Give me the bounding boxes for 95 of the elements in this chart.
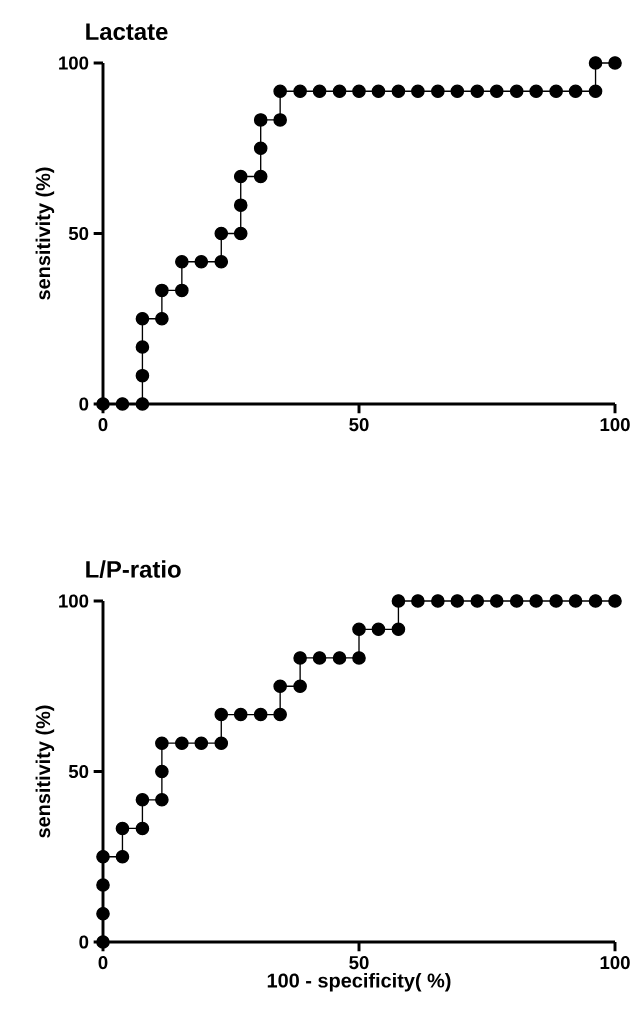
point <box>332 84 347 99</box>
x-tick-label: 0 <box>98 418 108 432</box>
point <box>549 84 563 99</box>
point <box>115 849 130 864</box>
point <box>135 792 150 807</box>
point <box>470 594 485 608</box>
y-tick-label: 0 <box>79 935 89 949</box>
point <box>155 283 169 298</box>
point <box>470 84 485 99</box>
point <box>489 594 504 608</box>
x-tick-label: 100 <box>600 956 630 970</box>
y-axis-title: sensitivity (%) <box>35 705 55 838</box>
point <box>194 254 209 269</box>
x-tick-label: 50 <box>349 956 369 970</box>
x-tick-label: 100 <box>600 418 630 432</box>
point <box>253 707 268 722</box>
y-axis-title: sensitivity (%) <box>35 167 55 300</box>
point <box>568 84 583 99</box>
point <box>588 56 603 70</box>
point <box>371 84 386 99</box>
point <box>273 707 287 722</box>
point <box>115 397 130 411</box>
y-tick-label: 100 <box>59 56 89 70</box>
point <box>450 84 465 99</box>
point <box>293 84 307 99</box>
y-tick-label: 50 <box>68 226 89 241</box>
point <box>450 594 465 608</box>
point <box>233 226 248 241</box>
point <box>175 254 189 269</box>
point <box>509 84 524 99</box>
point <box>135 311 150 326</box>
point <box>332 651 347 665</box>
point <box>608 56 622 70</box>
point <box>568 594 583 608</box>
point <box>175 736 189 750</box>
point <box>529 84 543 99</box>
point <box>214 254 229 269</box>
point <box>312 651 327 665</box>
point <box>155 311 169 326</box>
point <box>96 397 110 411</box>
point <box>214 736 229 750</box>
point <box>155 736 169 750</box>
x-axis-title: 100 - specificity( %) <box>267 972 451 992</box>
point <box>96 878 110 892</box>
point <box>489 84 504 99</box>
point <box>391 594 406 608</box>
point <box>273 84 287 99</box>
point <box>391 84 406 99</box>
point <box>293 679 307 694</box>
chart-title: L/P-ratio <box>86 560 181 579</box>
point <box>135 368 150 383</box>
point <box>214 707 229 722</box>
y-tick-label: 100 <box>59 594 89 608</box>
point <box>233 169 248 184</box>
point <box>135 397 150 411</box>
point <box>96 906 110 921</box>
point <box>273 113 287 127</box>
point <box>233 707 248 722</box>
point <box>194 736 209 750</box>
chart-title: Lactate <box>86 23 168 41</box>
point <box>214 226 229 241</box>
point <box>529 594 543 608</box>
point <box>253 113 268 127</box>
point <box>253 141 268 156</box>
point <box>509 594 524 608</box>
point <box>371 622 386 637</box>
point <box>293 651 307 665</box>
x-tick-label: 0 <box>98 956 108 970</box>
point <box>411 594 425 608</box>
point <box>253 169 268 184</box>
point <box>135 340 150 354</box>
point <box>233 198 248 212</box>
point <box>312 84 327 99</box>
point <box>352 622 366 637</box>
point <box>588 594 603 608</box>
point <box>115 821 130 836</box>
point <box>431 594 445 608</box>
point <box>588 84 603 99</box>
point <box>155 792 169 807</box>
y-tick-label: 0 <box>79 397 89 411</box>
point <box>608 594 622 608</box>
x-tick-label: 50 <box>349 418 369 432</box>
point <box>155 764 169 779</box>
point <box>96 935 110 949</box>
point <box>175 283 189 298</box>
y-tick-label: 50 <box>68 764 89 779</box>
point <box>352 651 366 665</box>
point <box>273 679 287 694</box>
point <box>431 84 445 99</box>
point <box>352 84 366 99</box>
point <box>135 821 150 836</box>
point <box>411 84 425 99</box>
point <box>549 594 563 608</box>
point <box>391 622 406 637</box>
point <box>96 849 110 864</box>
